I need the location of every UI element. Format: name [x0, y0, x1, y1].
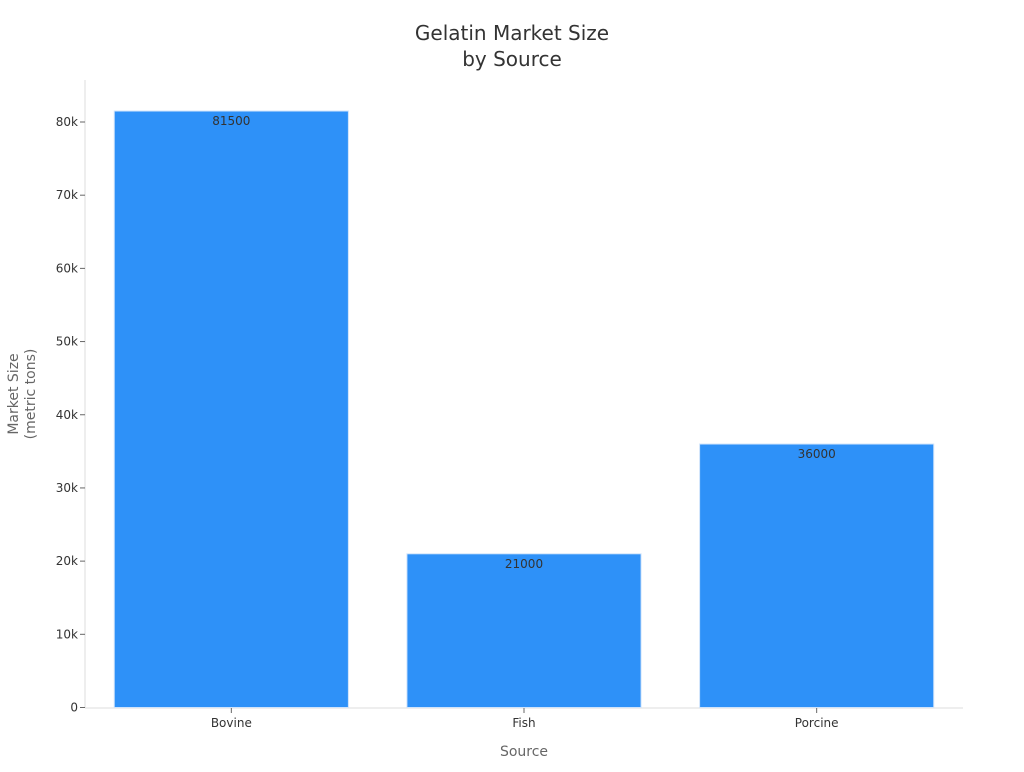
bar-bovine — [113, 110, 349, 709]
x-tick-label: Bovine — [211, 716, 252, 730]
chart-title-line-2: by Source — [462, 47, 562, 71]
data-label: 21000 — [505, 557, 543, 571]
data-label: 81500 — [212, 114, 250, 128]
y-tick-label: 30k — [56, 481, 78, 495]
x-tick-label: Fish — [512, 716, 535, 730]
y-tick-label: 60k — [56, 261, 78, 275]
x-tick-label: Porcine — [795, 716, 839, 730]
y-axis-label-line-2: (metric tons) — [23, 349, 39, 440]
y-axis-label-line-1: Market Size — [6, 353, 22, 434]
bar-porcine — [699, 443, 935, 708]
bar-fish — [406, 553, 642, 709]
y-tick-label: 10k — [56, 627, 78, 641]
y-tick-label: 80k — [56, 115, 78, 129]
y-tick-label: 0 — [70, 701, 78, 715]
y-tick-label: 50k — [56, 335, 78, 349]
y-tick-label: 40k — [56, 408, 78, 422]
x-axis-label: Source — [500, 744, 548, 760]
y-tick-label: 70k — [56, 188, 78, 202]
chart-title-line-1: Gelatin Market Size — [415, 21, 609, 45]
data-label: 36000 — [798, 447, 836, 461]
y-tick-label: 20k — [56, 554, 78, 568]
